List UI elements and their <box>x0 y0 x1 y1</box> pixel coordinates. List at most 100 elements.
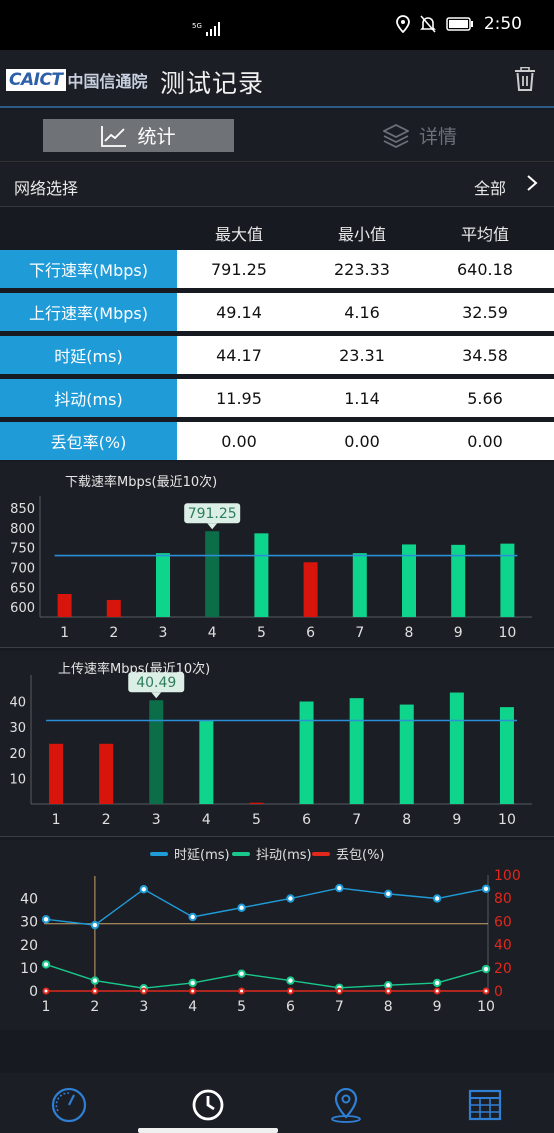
right-y-tick-label: 0 <box>494 984 503 1000</box>
cell-avg: 34.58 <box>462 345 508 365</box>
left-y-tick-label: 20 <box>20 938 38 954</box>
table-row: 下行速率(Mbps) 791.25 223.33 640.18 <box>0 250 554 288</box>
page-title: 测试记录 <box>160 69 265 98</box>
cell-max: 49.14 <box>216 302 262 322</box>
cell-avg: 32.59 <box>462 302 508 322</box>
y-tick-label: 650 <box>10 581 35 596</box>
download-chart[interactable]: 600 650 700 750 800 850 1 2 3 4 5 6 7 8 9 10 791.25 <box>0 462 554 648</box>
left-y-tick-label: 10 <box>20 961 38 977</box>
row-label: 抖动(ms) <box>0 379 177 417</box>
x-tick-label: 9 <box>452 812 461 828</box>
right-y-tick-label: 20 <box>494 961 512 977</box>
y-tick-label: 800 <box>10 522 35 537</box>
y-tick-label: 20 <box>9 747 26 762</box>
signal-icon <box>205 22 220 36</box>
x-tick-label: 5 <box>257 625 266 641</box>
bar <box>500 543 515 617</box>
row-label: 下行速率(Mbps) <box>0 250 177 288</box>
bar <box>402 544 416 617</box>
table-row: 抖动(ms) 11.95 1.14 5.66 <box>0 379 554 417</box>
upload-chart[interactable]: 10 20 30 40 1 2 3 4 5 6 7 8 9 10 40.49 <box>0 651 554 837</box>
x-tick-label: 2 <box>90 999 99 1015</box>
nav-speedtest[interactable] <box>49 1085 89 1125</box>
series-line <box>45 887 487 926</box>
bar <box>199 720 214 804</box>
cell-min: 0.00 <box>344 431 380 451</box>
series-point <box>91 987 99 995</box>
series-point <box>384 889 393 899</box>
x-tick-label: 3 <box>152 812 161 828</box>
tab-details-label: 详情 <box>418 126 457 148</box>
right-y-tick-label: 60 <box>494 914 512 930</box>
location-icon <box>395 15 410 33</box>
home-indicator <box>138 1128 278 1133</box>
x-tick-label: 9 <box>433 999 442 1015</box>
table-row: 上行速率(Mbps) 49.14 4.16 32.59 <box>0 293 554 331</box>
series-point <box>188 978 197 988</box>
x-tick-label: 6 <box>302 812 311 828</box>
x-tick-label: 5 <box>252 812 261 828</box>
tooltip-pointer <box>151 692 162 699</box>
map-pin-icon <box>331 1087 361 1123</box>
cell-min: 223.33 <box>334 259 390 279</box>
delete-button[interactable] <box>514 66 536 95</box>
series-point <box>139 885 148 894</box>
y-tick-label: 40 <box>9 696 26 711</box>
series-point <box>384 981 393 990</box>
bar <box>352 553 367 617</box>
nav-map[interactable] <box>326 1085 366 1125</box>
series-point <box>237 903 246 912</box>
cell-min: 23.31 <box>339 345 385 365</box>
series-point <box>384 987 392 995</box>
x-tick-label: 3 <box>159 625 168 641</box>
series-point <box>482 987 490 995</box>
network-select-row[interactable]: 网络选择 全部 <box>0 163 554 207</box>
logo-cn-text: 中国信通院 <box>67 72 148 91</box>
y-tick-label: 700 <box>10 561 35 576</box>
series-point <box>237 969 246 978</box>
upload-chart-panel: 上传速率Mbps(最近10次) 10 20 30 40 1 2 3 4 5 6 7 8 9 10 40.49 <box>0 651 554 837</box>
cell-max: 44.17 <box>216 345 262 365</box>
series-point <box>432 978 442 988</box>
header-min: 最小值 <box>337 225 386 244</box>
highlight-value: 791.25 <box>188 506 237 522</box>
series-point <box>481 964 491 974</box>
cell-max: 11.95 <box>216 388 262 408</box>
speedometer-icon <box>51 1087 87 1123</box>
battery-icon <box>446 17 473 31</box>
trash-icon <box>515 66 535 91</box>
x-tick-label: 1 <box>60 625 69 641</box>
left-y-tick-label: 40 <box>20 892 38 908</box>
network-select-label: 网络选择 <box>14 179 79 198</box>
x-tick-label: 8 <box>402 812 411 828</box>
bar <box>49 743 64 804</box>
bar <box>205 531 220 617</box>
series-point <box>286 987 294 995</box>
stats-table: 最大值 最小值 平均值 下行速率(Mbps) 791.25 223.33 640… <box>0 210 554 465</box>
bar <box>106 599 121 617</box>
series-point <box>335 883 344 893</box>
x-tick-label: 7 <box>352 812 361 828</box>
caict-logo: CAICT 中国信通院 <box>6 68 148 92</box>
series-point <box>481 884 491 893</box>
tab-details[interactable]: 详情 <box>360 119 480 152</box>
x-tick-label: 2 <box>109 625 118 641</box>
tab-statistics[interactable]: 统计 <box>43 119 234 152</box>
nav-table[interactable] <box>465 1085 505 1125</box>
nav-history[interactable] <box>188 1085 228 1125</box>
y-tick-label: 850 <box>10 502 35 517</box>
bar <box>249 802 264 804</box>
y-tick-label: 30 <box>9 721 26 736</box>
status-time: 2:50 <box>483 14 522 34</box>
series-point <box>335 987 343 995</box>
bar <box>149 700 164 804</box>
right-y-tick-label: 80 <box>494 891 512 907</box>
series-point <box>286 976 295 985</box>
cell-max: 791.25 <box>211 259 267 279</box>
bar <box>399 704 414 804</box>
series-point <box>90 976 100 985</box>
download-chart-title: 下载速率Mbps(最近10次) <box>65 475 218 490</box>
x-tick-label: 1 <box>52 812 61 828</box>
row-label: 上行速率(Mbps) <box>0 293 177 331</box>
